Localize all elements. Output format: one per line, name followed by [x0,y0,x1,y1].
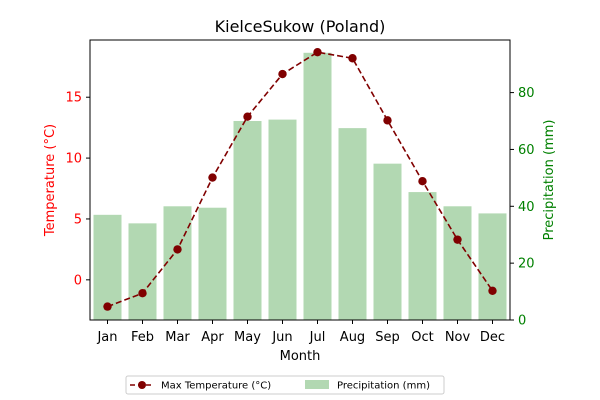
right-tick-label: 60 [518,143,535,158]
legend-bar-swatch [305,380,329,389]
right-tick-label: 80 [518,86,535,101]
right-tick-label: 0 [518,314,526,329]
temp-point-jan [103,302,112,311]
temp-point-may [243,112,252,121]
right-tick-label: 40 [518,200,535,215]
legend-box [125,375,445,395]
x-axis-label: Month [280,349,321,364]
x-tick-label-oct: Oct [411,330,433,345]
temp-point-jul [313,47,322,57]
precip-bar-aug [338,128,367,320]
left-tick-label: 10 [65,152,82,167]
precip-bar-feb [128,223,157,320]
left-tick-label: 15 [65,91,82,106]
plot-frame [89,39,511,321]
temp-point-dec [488,286,497,295]
temperature-polyline [107,51,494,308]
legend-label-precipitation: Precipitation (mm) [337,381,430,392]
precip-bar-may [233,121,262,320]
x-tick-label-apr: Apr [201,330,224,345]
legend-line-marker [138,381,146,389]
precip-bar-dec [478,213,507,320]
left-tick-label: 0 [74,273,82,288]
x-tick-label-aug: Aug [340,330,365,345]
x-tick-label-mar: Mar [165,330,190,345]
temp-point-mar [173,245,182,254]
temp-point-aug [348,54,357,63]
x-tick-label-may: May [234,330,261,345]
precip-bar-apr [198,207,227,320]
precip-bar-oct [408,192,437,320]
x-tick-label-sep: Sep [375,330,400,345]
temp-point-jun [278,69,287,79]
x-tick-label-jan: Jan [96,330,117,345]
precipitation-bars [93,52,507,321]
x-tick-label-feb: Feb [131,330,154,345]
precip-bar-nov [443,206,472,320]
temp-point-sep [383,116,392,125]
temperature-line [103,47,497,311]
right-axis-label: Precipitation (mm) [542,120,557,241]
temp-point-oct [418,177,427,186]
x-tick-label-jul: Jul [309,330,326,345]
x-tick-label-dec: Dec [480,330,505,345]
legend-label-temperature: Max Temperature (°C) [161,381,271,392]
axes: Jan Feb Mar Apr May Jun Jul Aug Sep Oct Nov Dec 0 5 10… [65,39,535,345]
precip-bar-sep [373,163,402,320]
legend: Max Temperature (°C) Precipitation (mm) [125,375,445,395]
temp-point-apr [208,173,217,182]
left-axis-label: Temperature (°C) [43,124,58,237]
precip-bar-jun [268,119,297,321]
precip-bar-jul [303,52,332,321]
x-tick-label-nov: Nov [445,330,471,345]
temp-point-feb [138,289,147,298]
chart-title: KielceSukow (Poland) [215,17,386,36]
precip-bar-mar [163,206,192,320]
temp-point-nov [453,235,462,244]
left-tick-label: 5 [74,212,82,227]
right-tick-label: 20 [518,257,535,272]
x-tick-label-jun: Jun [271,330,292,345]
